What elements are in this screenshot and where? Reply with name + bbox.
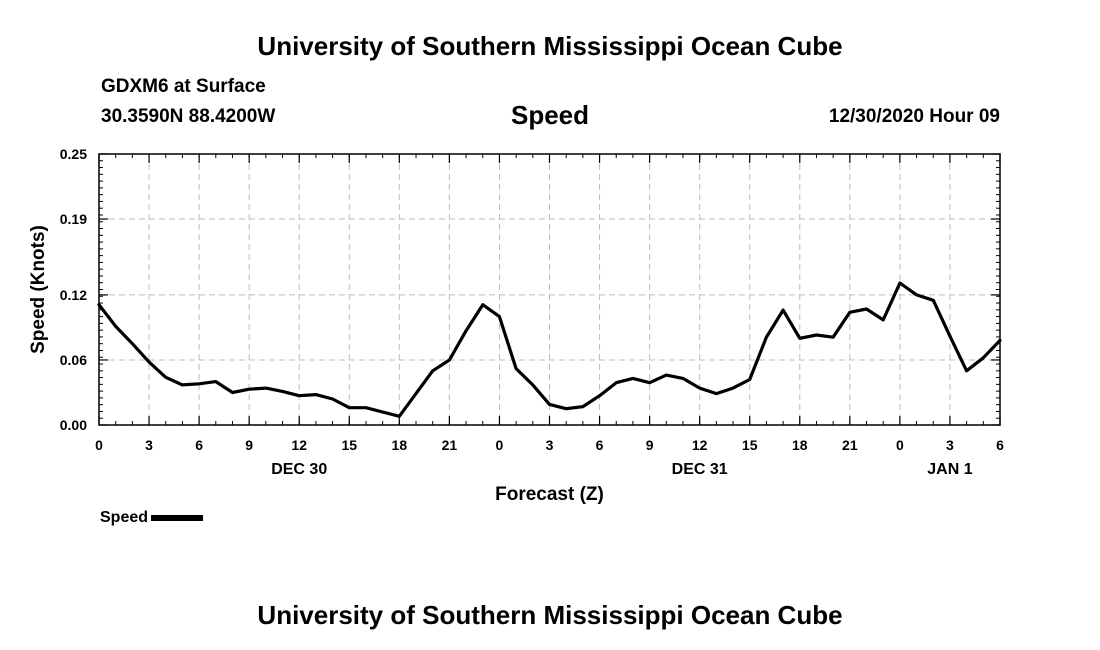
data-point [782,309,784,311]
x-tick-label: 3 [946,437,954,453]
legend-line-swatch [151,514,204,521]
data-point [265,387,267,389]
data-point [665,374,668,376]
data-point [131,342,134,345]
data-point [915,294,918,296]
x-tick-label: 15 [341,437,357,453]
data-point [865,308,868,310]
date-label: DEC 30 [271,461,327,478]
data-point [248,388,250,391]
data-point [815,334,818,336]
data-point [598,394,601,397]
data-point [465,329,467,332]
data-point [398,415,401,418]
x-tick-label: 12 [291,437,307,453]
data-point [114,325,117,328]
chart-title-top: University of Southern Mississippi Ocean… [257,31,843,61]
x-tick-label: 21 [442,437,458,453]
data-point [348,406,351,409]
datetime-label: 12/30/2020 Hour 09 [828,106,1000,127]
data-point [565,407,567,410]
data-point [932,299,935,302]
data-point [498,315,501,318]
legend: Speed [100,509,204,527]
data-point [532,384,534,386]
x-tick-label: 18 [392,437,408,453]
variable-title: Speed [510,100,590,130]
data-point [899,282,901,284]
x-tick-label: 3 [546,437,554,453]
x-tick-label: 0 [95,437,103,453]
x-tick-label: 6 [195,437,203,453]
data-point [949,335,951,337]
legend-label: Speed [100,509,149,526]
data-point [582,405,584,408]
x-tick-label: 6 [596,437,604,453]
data-point [632,377,634,380]
y-axis-label: Speed (Knots) [28,225,49,354]
data-point [281,390,284,393]
data-point [331,398,334,400]
data-point [832,336,834,338]
y-tick-label: 0.25 [60,146,87,162]
data-point [214,380,217,383]
x-tick-label: 21 [842,437,858,453]
data-point [198,383,200,385]
data-point [765,336,768,338]
x-tick-label: 0 [896,437,904,453]
speed-chart: 0 3 6 9 12 15 18 21 0 3 6 9 12 15 18 21 0 3 6 0.00 0.06 0.12 0… [28,146,1004,505]
x-tick-label: 15 [742,437,758,453]
data-point [715,392,718,395]
data-point [98,303,100,306]
data-point [431,370,434,372]
y-tick-label: 0.00 [60,417,87,433]
data-point [415,392,417,395]
x-tick-label: 9 [245,437,253,453]
location-label: 30.3590N 88.4200W [101,106,276,127]
data-point [999,339,1001,342]
y-tick-label: 0.19 [60,211,87,227]
data-point [882,319,885,321]
date-label: DEC 31 [672,461,728,478]
data-point [982,356,985,359]
data-point [164,376,167,379]
date-label: JAN 1 [927,461,972,478]
plot-frame [98,153,1001,426]
chart-title-bottom: University of Southern Mississippi Ocean… [257,600,843,630]
data-point [748,378,751,381]
y-tick-label: 0.06 [60,352,87,368]
data-point [698,387,701,389]
x-tick-label: 0 [496,437,504,453]
x-tick-label: 3 [145,437,153,453]
data-point [648,381,651,384]
x-axis-label: Forecast (Z) [495,484,604,505]
data-point [849,311,851,314]
data-point [615,381,618,384]
x-tick-label: 18 [792,437,808,453]
data-point [798,337,801,340]
data-point [732,387,734,389]
y-tick-label: 0.12 [60,287,87,303]
data-point [481,303,484,306]
data-point [148,361,150,363]
data-point [965,370,968,372]
data-point [231,391,234,394]
station-label: GDXM6 at Surface [101,76,266,97]
data-point [298,394,301,397]
x-tick-label: 6 [996,437,1004,453]
data-point [365,406,367,409]
x-tick-label: 9 [646,437,654,453]
data-point [682,377,684,380]
data-point [448,359,451,361]
data-point [548,403,551,406]
data-point [181,384,184,386]
data-point [515,367,517,370]
x-tick-label: 12 [692,437,708,453]
data-point [315,393,317,396]
data-point [381,411,384,413]
